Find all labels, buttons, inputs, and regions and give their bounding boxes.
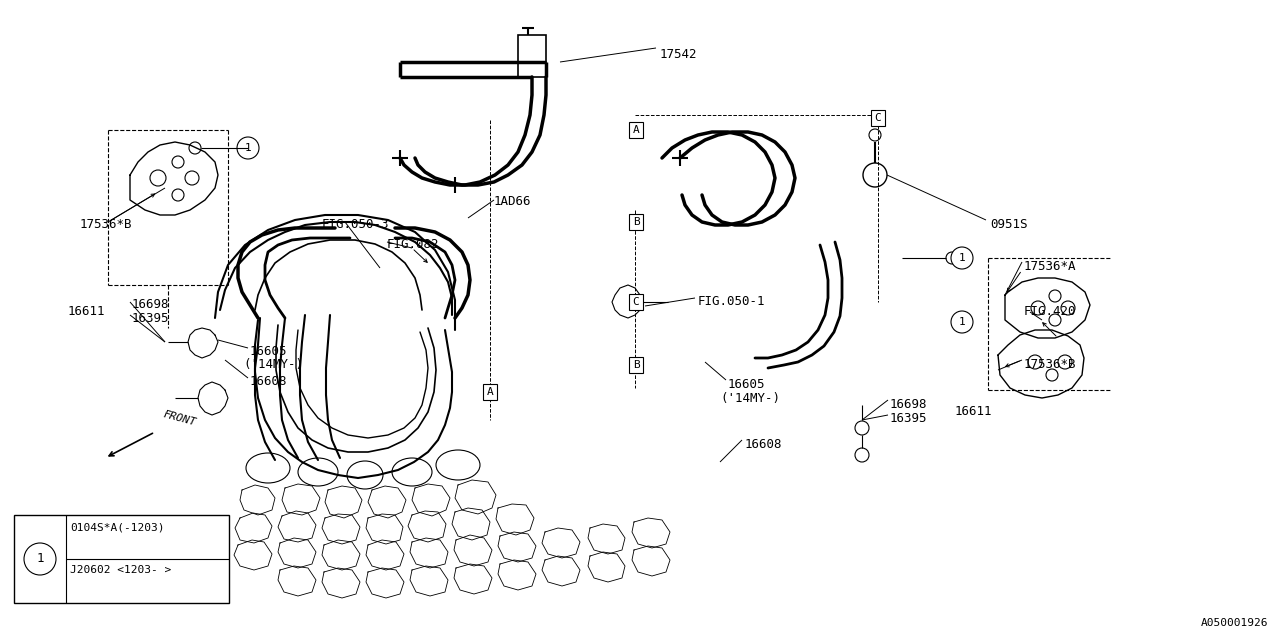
Text: 16611: 16611 xyxy=(955,405,992,418)
Circle shape xyxy=(24,543,56,575)
Circle shape xyxy=(1030,301,1044,315)
Text: FIG.050-1: FIG.050-1 xyxy=(698,295,765,308)
Text: A: A xyxy=(486,387,493,397)
Circle shape xyxy=(150,170,166,186)
Text: 17536*B: 17536*B xyxy=(79,218,133,231)
Circle shape xyxy=(1050,290,1061,302)
Text: FIG.420: FIG.420 xyxy=(1024,305,1076,318)
Text: B: B xyxy=(632,217,640,227)
Circle shape xyxy=(172,189,184,201)
Text: A050001926: A050001926 xyxy=(1201,618,1268,628)
Text: 1: 1 xyxy=(36,552,44,566)
Circle shape xyxy=(186,171,198,185)
Circle shape xyxy=(1059,355,1073,369)
Text: 17542: 17542 xyxy=(660,48,698,61)
Text: 0104S*A(-1203): 0104S*A(-1203) xyxy=(70,523,165,533)
Text: 16608: 16608 xyxy=(250,375,288,388)
Text: ('14MY-): ('14MY-) xyxy=(719,392,780,405)
Circle shape xyxy=(951,247,973,269)
Circle shape xyxy=(946,252,957,264)
Text: 16395: 16395 xyxy=(890,412,928,425)
Text: FIG.082: FIG.082 xyxy=(387,238,439,251)
Text: 16605: 16605 xyxy=(250,345,288,358)
Circle shape xyxy=(855,421,869,435)
Circle shape xyxy=(1050,314,1061,326)
Text: A: A xyxy=(632,125,640,135)
Text: 16605: 16605 xyxy=(728,378,765,391)
Text: 0951S: 0951S xyxy=(989,218,1028,231)
Bar xyxy=(518,35,547,77)
Text: 1: 1 xyxy=(959,317,965,327)
Text: 16698: 16698 xyxy=(890,398,928,411)
Text: 16611: 16611 xyxy=(68,305,105,318)
Circle shape xyxy=(1028,355,1042,369)
Text: 16608: 16608 xyxy=(745,438,782,451)
Text: 17536*B: 17536*B xyxy=(1024,358,1076,371)
Text: FRONT: FRONT xyxy=(163,410,197,428)
Circle shape xyxy=(172,156,184,168)
Circle shape xyxy=(1046,369,1059,381)
Text: 1AD66: 1AD66 xyxy=(494,195,531,208)
Text: FIG.050-3: FIG.050-3 xyxy=(323,218,389,231)
Text: 1: 1 xyxy=(244,143,251,153)
Circle shape xyxy=(855,448,869,462)
Text: 16395: 16395 xyxy=(132,312,169,325)
Text: C: C xyxy=(632,297,640,307)
Text: B: B xyxy=(632,360,640,370)
Circle shape xyxy=(869,129,881,141)
Circle shape xyxy=(863,163,887,187)
Circle shape xyxy=(951,311,973,333)
Text: 16698: 16698 xyxy=(132,298,169,311)
Circle shape xyxy=(189,142,201,154)
Text: 17536*A: 17536*A xyxy=(1024,260,1076,273)
Text: 1: 1 xyxy=(959,253,965,263)
Text: J20602 <1203- >: J20602 <1203- > xyxy=(70,565,172,575)
Bar xyxy=(14,515,229,603)
Circle shape xyxy=(237,137,259,159)
Text: ('14MY-): ('14MY-) xyxy=(243,358,303,371)
Circle shape xyxy=(1061,301,1075,315)
Text: C: C xyxy=(874,113,882,123)
